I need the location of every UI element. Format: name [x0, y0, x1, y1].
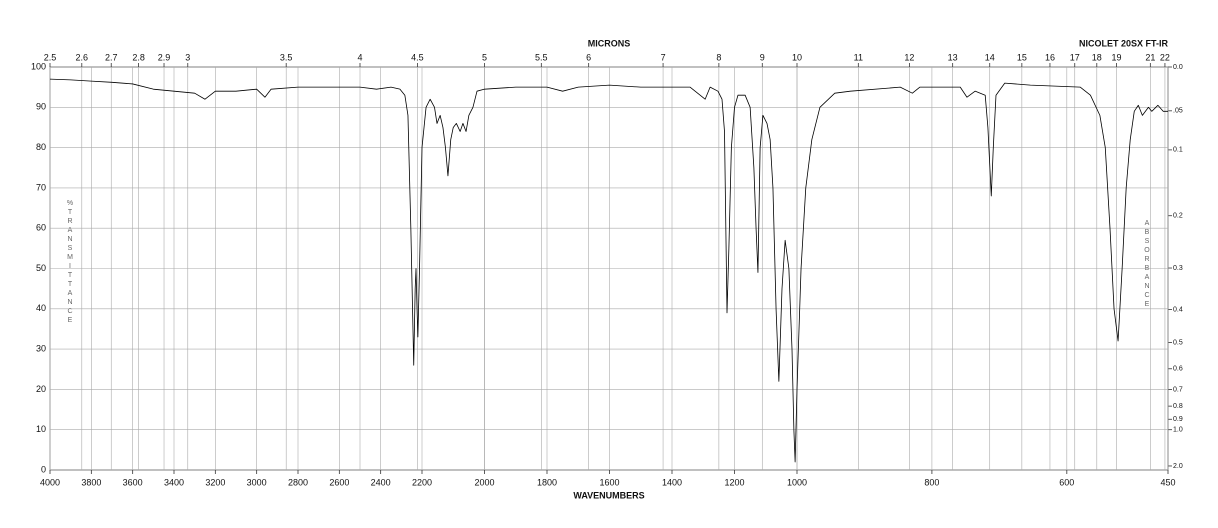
x-tick-label: 800: [924, 477, 939, 487]
x2-tick-label: 2.5: [44, 52, 57, 62]
x-tick-label: 1000: [787, 477, 807, 487]
spectrum-line: [49, 78, 1168, 463]
y-tick-label: 100: [31, 61, 46, 71]
y-tick-label: 60: [36, 223, 46, 233]
y-tick-label: 10: [36, 424, 46, 434]
y2-tick-label: .05: [1173, 108, 1183, 115]
x2-tick-label: 9: [760, 52, 765, 62]
x2-tick-label: 2.8: [132, 52, 145, 62]
top-axis-title: MICRONS: [588, 38, 631, 48]
x2-tick-label: 5: [482, 52, 487, 62]
x2-tick-label: 4.5: [411, 52, 424, 62]
x-tick-label: 2800: [288, 477, 308, 487]
y2-tick-label: 0.8: [1173, 403, 1183, 410]
y-axis-title: %TRANSMITTANCE: [66, 200, 73, 326]
x2-tick-label: 8: [716, 52, 721, 62]
x2-tick-label: 12: [904, 52, 914, 62]
y2-tick-label: 0.0: [1173, 64, 1183, 71]
y2-tick-label: 0.7: [1173, 386, 1183, 393]
x2-tick-label: 14: [985, 52, 995, 62]
x-tick-label: 2000: [474, 477, 494, 487]
x-tick-label: 4000: [40, 477, 60, 487]
x-tick-label: 2600: [329, 477, 349, 487]
x2-tick-label: 6: [586, 52, 591, 62]
x2-tick-label: 2.7: [105, 52, 118, 62]
y2-tick-label: 1.0: [1173, 427, 1183, 434]
x-tick-label: 600: [1059, 477, 1074, 487]
x2-tick-label: 4: [357, 52, 362, 62]
x2-tick-label: 3: [185, 52, 190, 62]
x-tick-label: 3600: [123, 477, 143, 487]
x-tick-label: 3200: [205, 477, 225, 487]
y-tick-label: 20: [36, 384, 46, 394]
y-tick-label: 50: [36, 263, 46, 273]
x2-tick-label: 3.5: [280, 52, 293, 62]
y2-tick-label: 0.4: [1173, 306, 1183, 313]
x2-tick-label: 7: [661, 52, 666, 62]
x2-tick-label: 10: [792, 52, 802, 62]
chart-title: NICOLET 20SX FT-IR: [1079, 38, 1169, 48]
x-tick-label: 1800: [537, 477, 557, 487]
x2-tick-label: 11: [854, 52, 863, 62]
x-tick-label: 450: [1160, 477, 1175, 487]
x2-tick-label: 16: [1045, 52, 1055, 62]
x2-tick-label: 13: [948, 52, 958, 62]
y-tick-label: 80: [36, 142, 46, 152]
x-tick-label: 2200: [412, 477, 432, 487]
x-axis-title: WAVENUMBERS: [573, 490, 644, 500]
y2-tick-label: 0.1: [1173, 147, 1183, 154]
y-tick-label: 30: [36, 343, 46, 353]
x2-tick-label: 2.6: [76, 52, 89, 62]
x2-tick-label: 5.5: [535, 52, 548, 62]
y2-tick-label: 0.5: [1173, 339, 1183, 346]
x2-tick-label: 21: [1145, 52, 1155, 62]
x-tick-label: 3800: [81, 477, 101, 487]
x-tick-label: 1400: [662, 477, 682, 487]
x2-tick-label: 19: [1112, 52, 1122, 62]
x-tick-label: 2400: [371, 477, 391, 487]
x2-tick-label: 2.9: [158, 52, 171, 62]
y2-tick-label: 0.2: [1173, 213, 1183, 220]
y-tick-label: 70: [36, 182, 46, 192]
x2-tick-label: 15: [1017, 52, 1027, 62]
y2-tick-label: 2.0: [1173, 463, 1183, 470]
y-tick-label: 90: [36, 102, 46, 112]
x2-tick-label: 17: [1070, 52, 1080, 62]
x2-tick-label: 18: [1092, 52, 1102, 62]
x-tick-label: 3000: [247, 477, 267, 487]
y2-tick-label: 0.3: [1173, 265, 1183, 272]
y2-tick-label: 0.6: [1173, 366, 1183, 373]
x-tick-label: 1600: [599, 477, 619, 487]
y2-tick-label: 0.9: [1173, 416, 1183, 423]
x2-tick-label: 22: [1160, 52, 1170, 62]
y-tick-label: 40: [36, 303, 46, 313]
x-tick-label: 3400: [164, 477, 184, 487]
y-tick-label: 0: [41, 464, 46, 474]
y2-axis-title: ABSORBANCE: [1143, 220, 1150, 310]
x-tick-label: 1200: [724, 477, 744, 487]
